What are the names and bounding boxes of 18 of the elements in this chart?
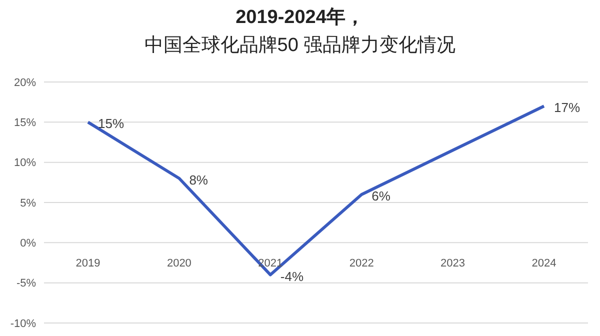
y-tick-label: 10% [14,157,36,170]
data-label: 15% [98,116,124,132]
y-tick-label: 0% [20,238,36,250]
y-tick-label: 20% [14,76,36,89]
chart-title: 2019-2024年，中国全球化品牌50 强品牌力变化情况 [143,6,457,58]
y-tick-label: 15% [14,117,36,130]
data-label: 17% [554,100,580,116]
x-tick-label: 2020 [166,258,192,270]
x-tick-label: 2019 [76,258,100,270]
y-tick-label: 5% [20,197,36,210]
x-tick-label: 2024 [532,258,556,270]
y-tick-label: -10% [10,318,36,330]
data-label: 8% [189,172,208,188]
data-label: -4% [280,268,304,284]
x-tick-label: 2023 [440,258,466,270]
data-label: 6% [372,188,391,204]
y-tick-label: -5% [16,278,36,290]
x-tick-label: 2022 [349,258,374,270]
